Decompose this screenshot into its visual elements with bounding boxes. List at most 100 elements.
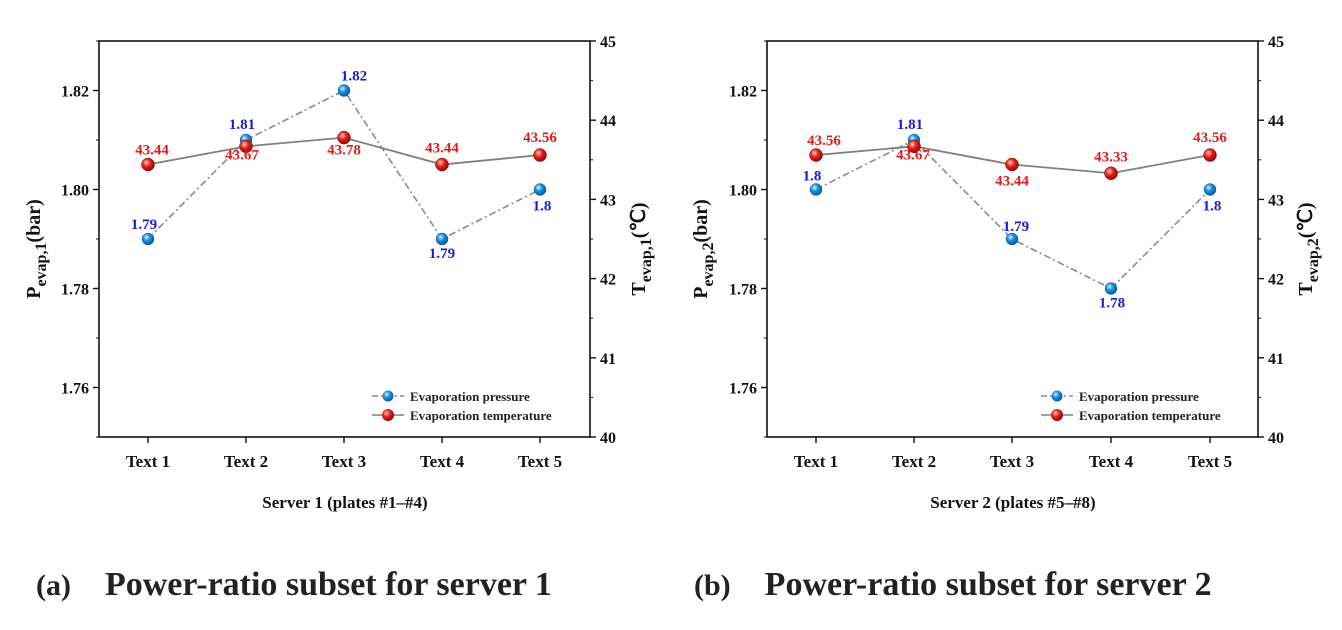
temperature-point xyxy=(239,139,253,154)
pressure-point xyxy=(1203,183,1217,196)
right-axis-tick-label: 40 xyxy=(1268,430,1284,447)
left-axis-tick-label: 1.78 xyxy=(729,282,757,299)
x-axis-tick-label: Text 4 xyxy=(1089,452,1134,471)
right-axis-title-sub: evap,2 xyxy=(1305,238,1322,282)
temperature-data-label: 43.44 xyxy=(995,174,1029,190)
pressure-point xyxy=(809,183,823,196)
pressure-point xyxy=(141,232,155,246)
x-axis-tick-label: Text 2 xyxy=(892,452,936,471)
x-axis-tick-label: Text 5 xyxy=(1188,452,1232,471)
left-axis-title-main: P xyxy=(23,287,45,299)
legend-temperature-marker xyxy=(382,409,394,421)
right-axis-tick-label: 44 xyxy=(1268,113,1284,130)
legend-temperature-label: Evaporation temperature xyxy=(1079,408,1221,423)
pressure-point xyxy=(337,84,351,97)
left-axis-tick-label: 1.82 xyxy=(61,84,89,101)
chart-panel-a: 1.76 1.78 1.80 1.82 40 41 42 43 44 45 Text 1 Text 2… xyxy=(23,34,655,512)
right-axis-title-unit: (℃) xyxy=(1295,202,1317,238)
figure: 1.76 1.78 1.80 1.82 40 41 42 43 44 45 Text 1 Text 2… xyxy=(23,34,1322,512)
plot-frame xyxy=(98,40,591,438)
left-axis-tick-label: 1.80 xyxy=(729,183,757,200)
right-axis-title: Tevap,1(℃) xyxy=(628,202,655,295)
right-axis-title-sub: evap,1 xyxy=(638,238,655,282)
temperature-point xyxy=(1104,166,1118,181)
legend-pressure-marker xyxy=(382,390,394,402)
right-axis-tick-label: 42 xyxy=(1268,272,1284,289)
right-axis-tick-label: 43 xyxy=(1268,192,1284,209)
x-axis-title: Server 2 (plates #5–#8) xyxy=(930,493,1095,512)
legend-temperature-marker xyxy=(1051,409,1063,421)
right-axis-tick-label: 43 xyxy=(600,192,616,209)
temperature-point xyxy=(337,130,351,145)
x-axis-title: Server 1 (plates #1–#4) xyxy=(262,493,427,512)
left-axis-tick-label: 1.78 xyxy=(61,282,89,299)
x-axis-tick-label: Text 1 xyxy=(794,452,838,471)
pressure-point xyxy=(1104,282,1118,295)
legend-temperature-label: Evaporation temperature xyxy=(410,408,552,423)
temperature-point xyxy=(435,157,449,172)
x-axis-tick-label: Text 2 xyxy=(224,452,268,471)
right-axis-tick-label: 45 xyxy=(600,34,616,51)
right-axis-tick-label: 42 xyxy=(600,272,616,289)
pressure-point xyxy=(435,232,449,246)
left-axis-title: Pevap,2(bar) xyxy=(690,199,717,299)
temperature-data-label: 43.56 xyxy=(523,130,557,146)
chart-panel-b: 1.76 1.78 1.80 1.82 40 41 42 43 44 45 Text 1 Text 2… xyxy=(690,34,1322,512)
pressure-point xyxy=(1005,232,1019,246)
left-axis-tick-label: 1.76 xyxy=(61,381,89,398)
caption-a-letter: (a) xyxy=(36,569,71,602)
pressure-data-label: 1.78 xyxy=(1099,296,1125,312)
right-axis-tick-label: 41 xyxy=(600,351,616,368)
left-axis-title-sub: evap,2 xyxy=(700,243,717,287)
x-axis-tick-label: Text 3 xyxy=(322,452,366,471)
temperature-point xyxy=(533,148,547,162)
left-axis-tick-label: 1.76 xyxy=(729,381,757,398)
temperature-point xyxy=(1005,157,1019,172)
right-axis-tick-label: 44 xyxy=(600,113,616,130)
caption-a: (a) Power-ratio subset for server 1 xyxy=(36,566,552,604)
temperature-data-label: 43.44 xyxy=(135,143,169,159)
right-axis-title-main: T xyxy=(628,282,650,296)
pressure-series-line xyxy=(815,139,1211,290)
caption-a-text: Power-ratio subset for server 1 xyxy=(104,566,552,603)
caption-b-letter: (b) xyxy=(694,569,731,602)
temperature-point xyxy=(141,157,155,172)
pressure-data-label: 1.79 xyxy=(1003,219,1029,235)
pressure-data-label: 1.81 xyxy=(229,117,255,133)
left-axis-title-sub: evap,1 xyxy=(33,243,50,287)
temperature-data-label: 43.67 xyxy=(225,147,259,163)
left-axis-tick-label: 1.80 xyxy=(61,183,89,200)
left-axis-title-main: P xyxy=(690,287,712,299)
left-axis-title-unit: (bar) xyxy=(23,199,45,242)
left-axis-title: Pevap,1(bar) xyxy=(23,199,50,299)
caption-b-text: Power-ratio subset for server 2 xyxy=(764,566,1212,603)
temperature-data-label: 43.67 xyxy=(896,147,930,163)
pressure-data-label: 1.82 xyxy=(341,69,367,85)
right-axis-tick-label: 41 xyxy=(1268,351,1284,368)
x-axis-tick-label: Text 5 xyxy=(518,452,562,471)
left-axis-title-unit: (bar) xyxy=(690,199,712,242)
temperature-point xyxy=(809,148,823,162)
temperature-point xyxy=(1203,148,1217,162)
pressure-data-label: 1.79 xyxy=(429,246,455,262)
right-axis-title-unit: (℃) xyxy=(628,202,650,238)
temperature-data-label: 43.33 xyxy=(1094,149,1128,165)
legend: Evaporation pressure Evaporation temperat… xyxy=(1041,389,1221,423)
temperature-data-label: 43.44 xyxy=(425,141,459,157)
right-axis-tick-label: 45 xyxy=(1268,34,1284,51)
temperature-data-label: 43.56 xyxy=(1193,130,1227,146)
legend: Evaporation pressure Evaporation temperat… xyxy=(372,389,552,423)
right-axis-tick-label: 40 xyxy=(600,430,616,447)
legend-pressure-label: Evaporation pressure xyxy=(410,389,530,404)
temperature-point xyxy=(907,139,921,154)
temperature-data-label: 43.56 xyxy=(807,133,841,149)
caption-b: (b) Power-ratio subset for server 2 xyxy=(694,566,1212,604)
pressure-data-label: 1.8 xyxy=(803,169,822,185)
pressure-point xyxy=(533,183,547,196)
pressure-data-label: 1.8 xyxy=(533,199,552,215)
x-axis-tick-label: Text 4 xyxy=(420,452,465,471)
temperature-data-label: 43.78 xyxy=(327,143,361,159)
pressure-data-label: 1.79 xyxy=(131,217,157,233)
x-axis-tick-label: Text 1 xyxy=(126,452,170,471)
legend-pressure-marker xyxy=(1051,390,1063,402)
